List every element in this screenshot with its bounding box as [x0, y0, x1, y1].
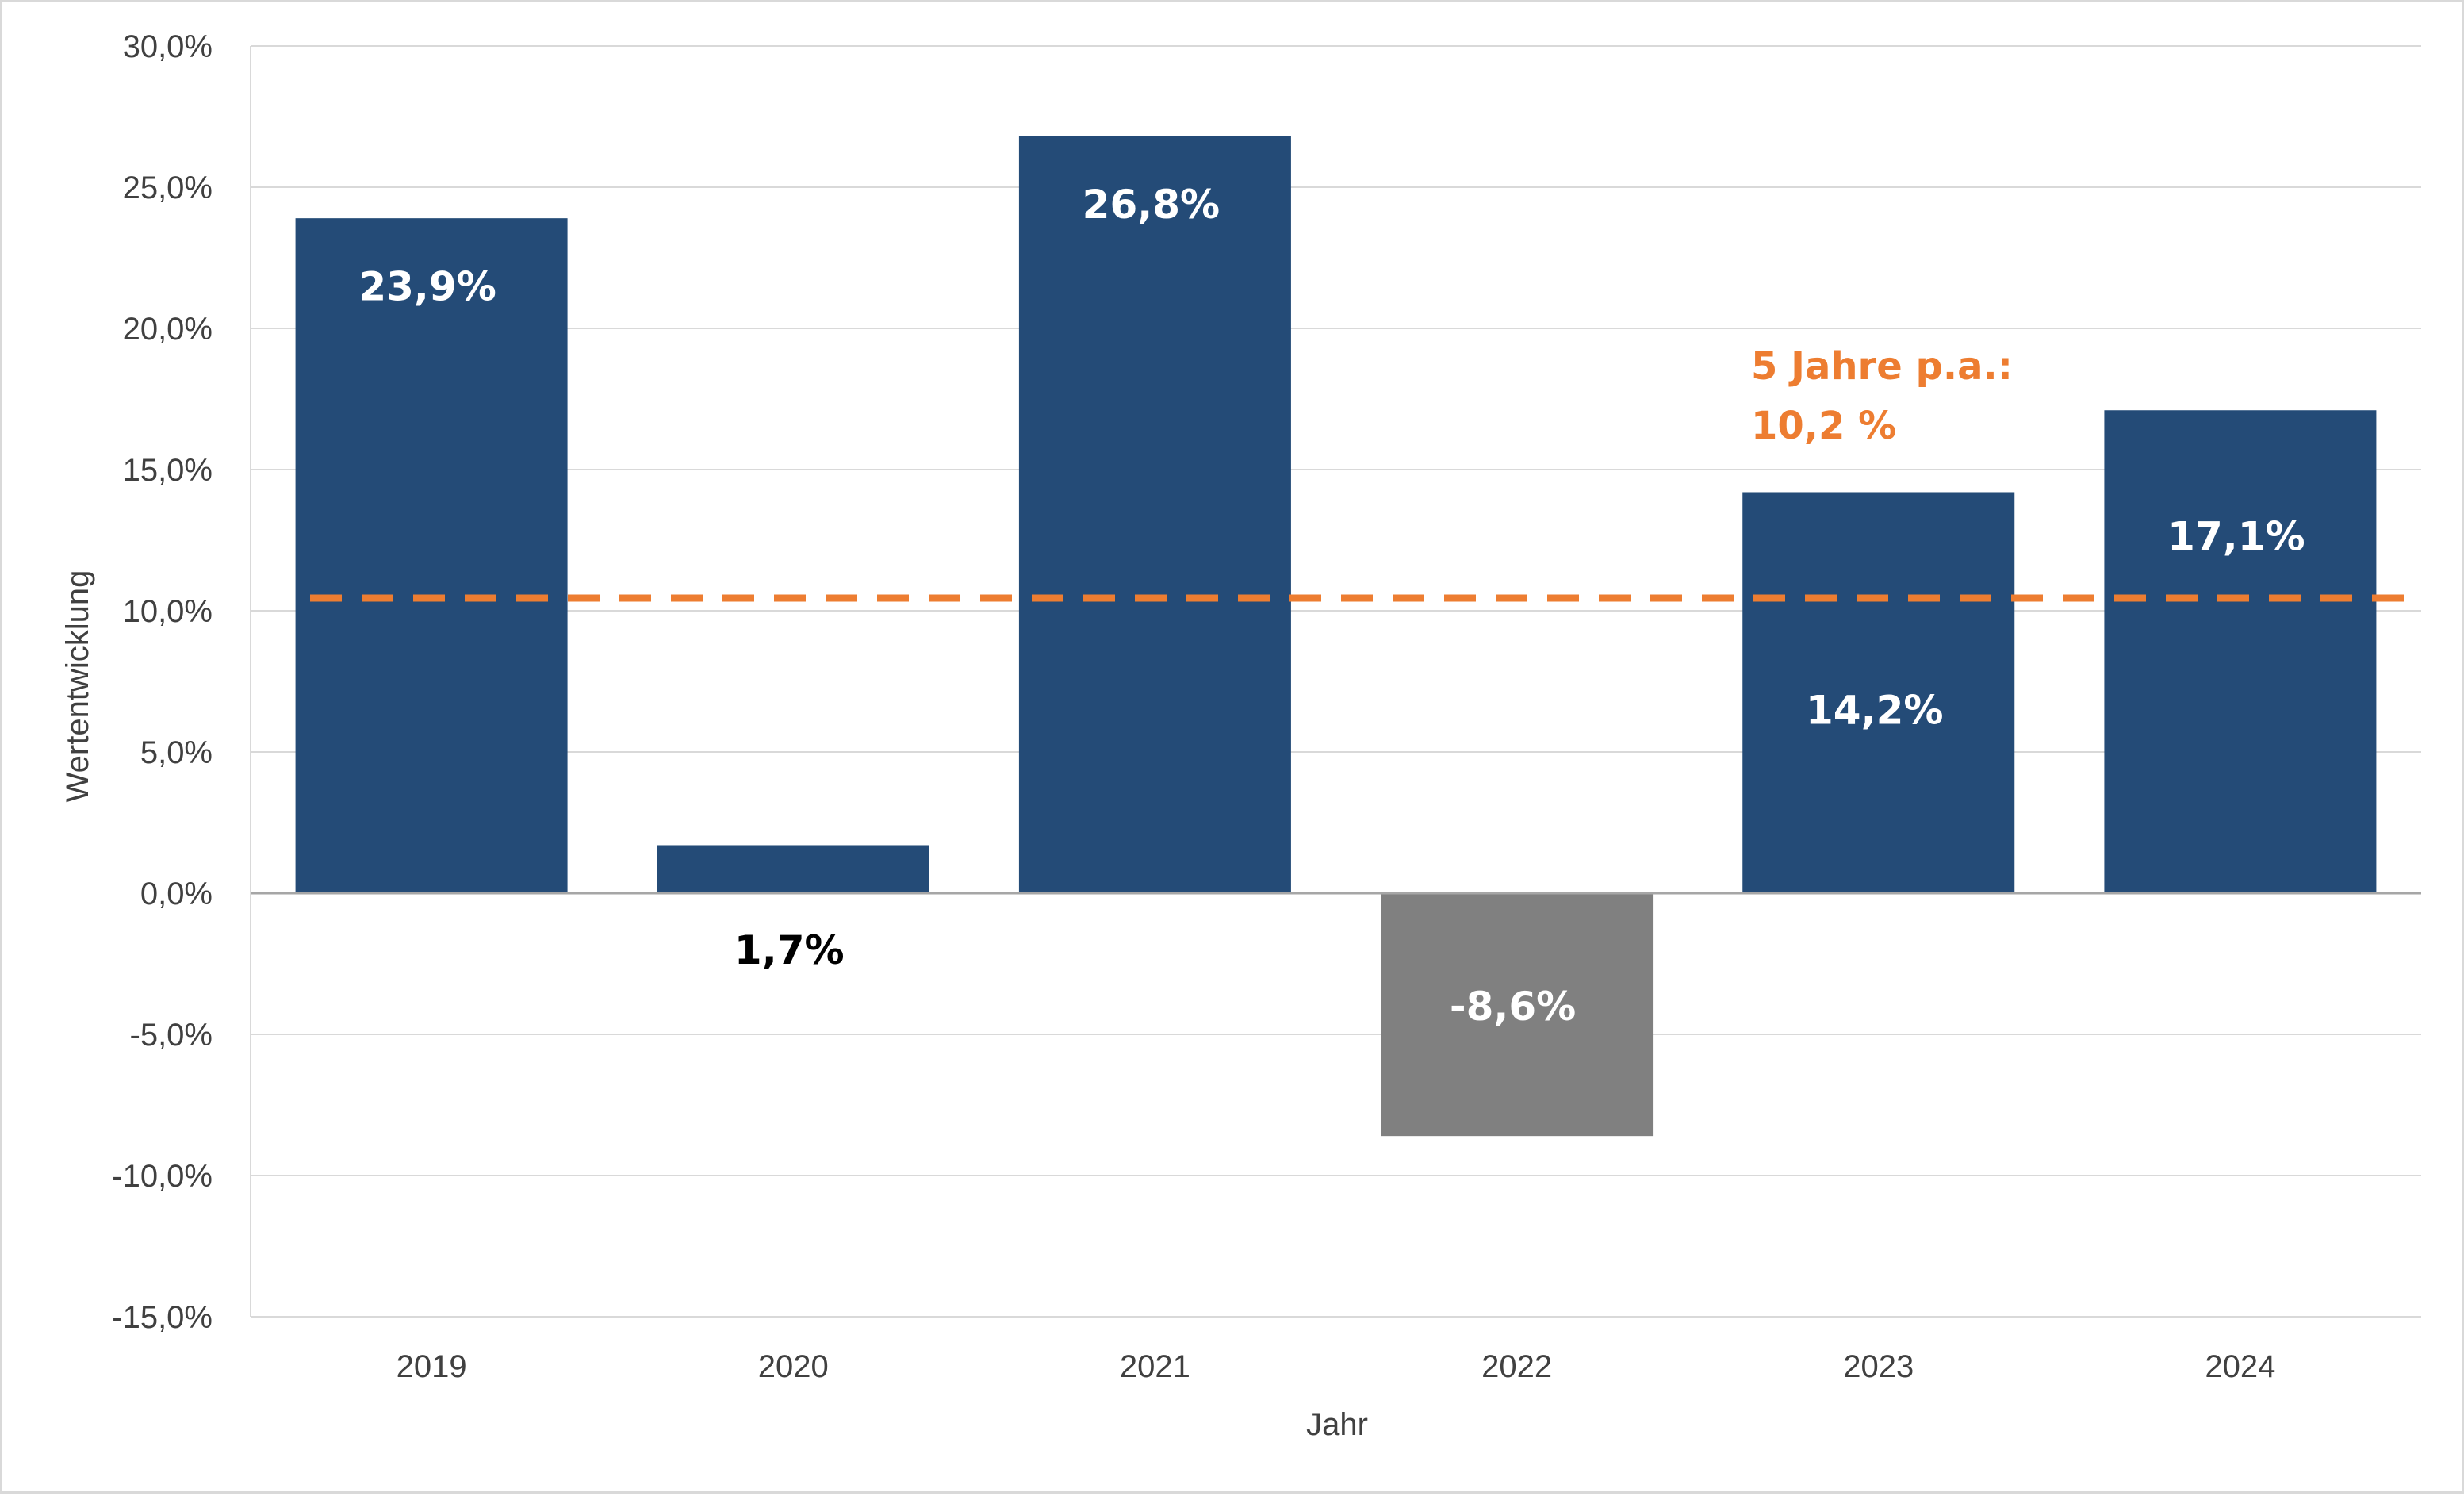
- x-tick-label: 2024: [2205, 1349, 2275, 1384]
- bars: [295, 136, 2377, 1137]
- data-label: 14,2%: [1806, 687, 1943, 733]
- y-tick-label: -15,0%: [112, 1300, 213, 1335]
- data-label: 1,7%: [734, 927, 845, 973]
- y-tick-label: 10,0%: [123, 594, 213, 629]
- data-label: 17,1%: [2167, 513, 2305, 559]
- data-label: 23,9%: [358, 263, 496, 309]
- data-label: 26,8%: [1083, 182, 1220, 228]
- bar: [1742, 492, 2015, 893]
- bar: [2104, 410, 2377, 893]
- y-axis-title: Wertentwicklung: [60, 570, 95, 803]
- y-tick-label: -5,0%: [130, 1018, 213, 1053]
- y-tick-label: 5,0%: [140, 735, 213, 770]
- data-label: -8,6%: [1450, 984, 1576, 1030]
- axes: 30,0% 25,0% 20,0% 15,0% 10,0% 5,0% 0,0% -5,0% -1…: [112, 29, 2421, 1384]
- y-tick-label: 15,0%: [123, 453, 213, 488]
- bar: [1381, 893, 1654, 1137]
- bar: [295, 218, 568, 893]
- y-tick-label: -10,0%: [112, 1159, 213, 1194]
- bar: [657, 845, 929, 893]
- y-tick-label: 25,0%: [123, 171, 213, 205]
- x-tick-label: 2021: [1120, 1349, 1190, 1384]
- gridlines: [251, 45, 2421, 1318]
- average-label-line2: 10,2 %: [1751, 404, 1896, 448]
- y-tick-label: 20,0%: [123, 312, 213, 347]
- x-tick-label: 2022: [1481, 1349, 1552, 1384]
- bar: [1018, 136, 1291, 894]
- x-tick-label: 2020: [758, 1349, 829, 1384]
- data-labels: 23,9% 1,7% 26,8% -8,6% 14,2% 17,1%: [358, 182, 2305, 1030]
- y-tick-label: 30,0%: [123, 29, 213, 64]
- x-tick-label: 2023: [1843, 1349, 1914, 1384]
- x-tick-label: 2019: [397, 1349, 467, 1384]
- x-axis-title: Jahr: [1306, 1407, 1368, 1442]
- y-tick-label: 0,0%: [140, 877, 213, 911]
- average-label-line1: 5 Jahre p.a.:: [1751, 344, 2013, 389]
